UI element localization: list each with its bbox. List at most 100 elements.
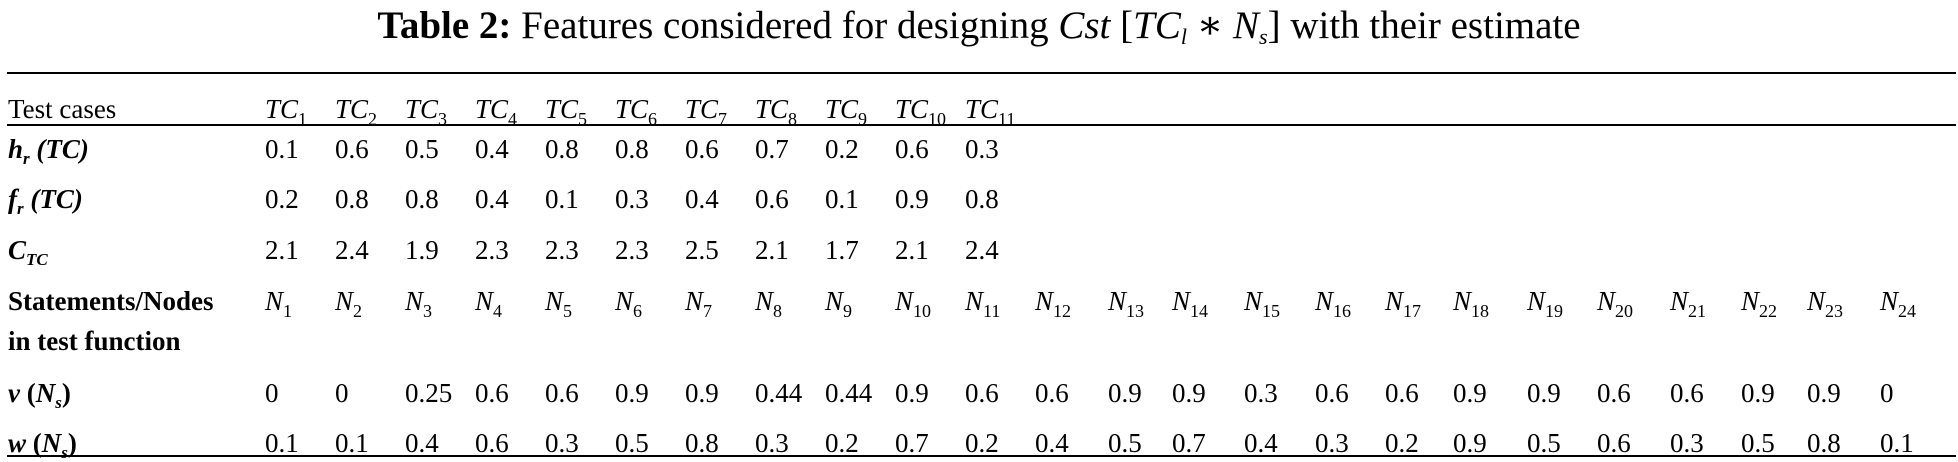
cell-w: 0.5: [615, 428, 649, 458]
cell-v: 0.6: [1315, 378, 1349, 408]
cell-w: 0.8: [685, 428, 719, 458]
cell-w: 0.3: [755, 428, 789, 458]
cell-v: 0.6: [965, 378, 999, 408]
cell-ctc: 2.1: [755, 235, 789, 265]
cell-hr: 0.1: [265, 134, 299, 164]
cell-v: 0.25: [405, 378, 453, 408]
cell-v: 0.9: [1172, 378, 1206, 408]
header-cell-node: N21: [1670, 286, 1707, 321]
cell-v: 0.9: [1453, 378, 1487, 408]
cell-v: 0.9: [615, 378, 649, 408]
header-cell-node: N17: [1385, 286, 1422, 321]
cell-w: 0.4: [1035, 428, 1069, 458]
header-cell-node: N9: [825, 286, 853, 321]
cell-w: 0.1: [335, 428, 369, 458]
cell-w: 0.4: [405, 428, 439, 458]
header-cell-node: N3: [405, 286, 433, 321]
bottom-rule: [7, 455, 1956, 457]
header-cell-node: N13: [1108, 286, 1145, 321]
cell-v: 0.9: [895, 378, 929, 408]
header-cell-tc: TC2: [335, 94, 378, 129]
cell-fr: 0.9: [895, 184, 929, 214]
header-cell-node: N14: [1172, 286, 1209, 321]
header-cell-node: N8: [755, 286, 783, 321]
cell-fr: 0.8: [405, 184, 439, 214]
header-cell-tc: TC10: [895, 94, 947, 129]
header-cell-node: N20: [1597, 286, 1634, 321]
cell-w: 0.2: [1385, 428, 1419, 458]
cell-w: 0.5: [1108, 428, 1142, 458]
cell-v: 0.6: [1670, 378, 1704, 408]
header-cell-node: N5: [545, 286, 573, 321]
row-header-fr: fr (TC): [8, 184, 83, 218]
cell-v: 0.6: [1385, 378, 1419, 408]
cell-w: 0.8: [1807, 428, 1841, 458]
cell-v: 0.9: [1741, 378, 1775, 408]
cell-hr: 0.7: [755, 134, 789, 164]
cell-w: 0.3: [1315, 428, 1349, 458]
caption-math-tc: TC: [1133, 4, 1181, 47]
caption-bracket-open: [: [1110, 4, 1134, 47]
cell-ctc: 2.3: [475, 235, 509, 265]
cell-ctc: 1.9: [405, 235, 439, 265]
header-cell-node: N4: [475, 286, 503, 321]
cell-hr: 0.6: [685, 134, 719, 164]
cell-v: 0.9: [1527, 378, 1561, 408]
cell-v: 0.44: [755, 378, 803, 408]
cell-v: 0.9: [1108, 378, 1142, 408]
header-cell-tc: TC11: [965, 94, 1016, 129]
header-cell-tc: TC6: [615, 94, 658, 129]
header-cell-node: N18: [1453, 286, 1490, 321]
caption-math-n-sub: s: [1259, 24, 1268, 49]
header-cell-tc: TC1: [265, 94, 308, 129]
cell-v: 0.6: [545, 378, 579, 408]
cell-ctc: 2.3: [615, 235, 649, 265]
cell-v: 0.9: [1807, 378, 1841, 408]
cell-hr: 0.3: [965, 134, 999, 164]
cell-hr: 0.6: [335, 134, 369, 164]
row-header-test-cases: Test cases: [8, 94, 117, 124]
caption-math-tc-sub: l: [1180, 24, 1187, 49]
header-cell-node: N6: [615, 286, 643, 321]
cell-ctc: 2.1: [895, 235, 929, 265]
header-cell-node: N10: [895, 286, 932, 321]
cell-fr: 0.2: [265, 184, 299, 214]
cell-w: 0.5: [1741, 428, 1775, 458]
table-label: Table 2:: [377, 4, 512, 47]
row-header-hr: hr (TC): [8, 134, 89, 168]
cell-ctc: 2.4: [965, 235, 999, 265]
row-header-v: v (Ns): [8, 378, 71, 412]
header-cell-node: N16: [1315, 286, 1352, 321]
cell-w: 0.2: [965, 428, 999, 458]
cell-fr: 0.8: [335, 184, 369, 214]
header-cell-node: N19: [1527, 286, 1564, 321]
header-cell-node: N11: [965, 286, 1001, 321]
cell-w: 0.1: [1880, 428, 1914, 458]
caption-text: Features considered for designing: [521, 4, 1059, 47]
cell-fr: 0.6: [755, 184, 789, 214]
caption-bracket-close: ]: [1267, 4, 1281, 47]
cell-fr: 0.8: [965, 184, 999, 214]
row-header-nodes-line2: in test function: [8, 326, 181, 356]
cell-hr: 0.6: [895, 134, 929, 164]
header-cell-node: N15: [1244, 286, 1281, 321]
cell-ctc: 2.3: [545, 235, 579, 265]
header-rule: [7, 124, 1956, 126]
cell-ctc: 2.1: [265, 235, 299, 265]
header-cell-tc: TC4: [475, 94, 518, 129]
cell-w: 0.4: [1244, 428, 1278, 458]
header-cell-node: N12: [1035, 286, 1072, 321]
row-header-w: w (Ns): [8, 428, 77, 462]
cell-w: 0.7: [895, 428, 929, 458]
cell-ctc: 2.4: [335, 235, 369, 265]
table-caption: Table 2: Features considered for designi…: [0, 2, 1958, 50]
cell-v: 0.44: [825, 378, 873, 408]
caption-math-n: N: [1232, 4, 1259, 47]
caption-text-end: with their estimate: [1280, 4, 1581, 47]
header-cell-node: N23: [1807, 286, 1844, 321]
header-cell-tc: TC7: [685, 94, 728, 129]
header-cell-node: N1: [265, 286, 293, 321]
cell-hr: 0.4: [475, 134, 509, 164]
cell-fr: 0.4: [685, 184, 719, 214]
caption-operator: ∗: [1186, 4, 1233, 47]
